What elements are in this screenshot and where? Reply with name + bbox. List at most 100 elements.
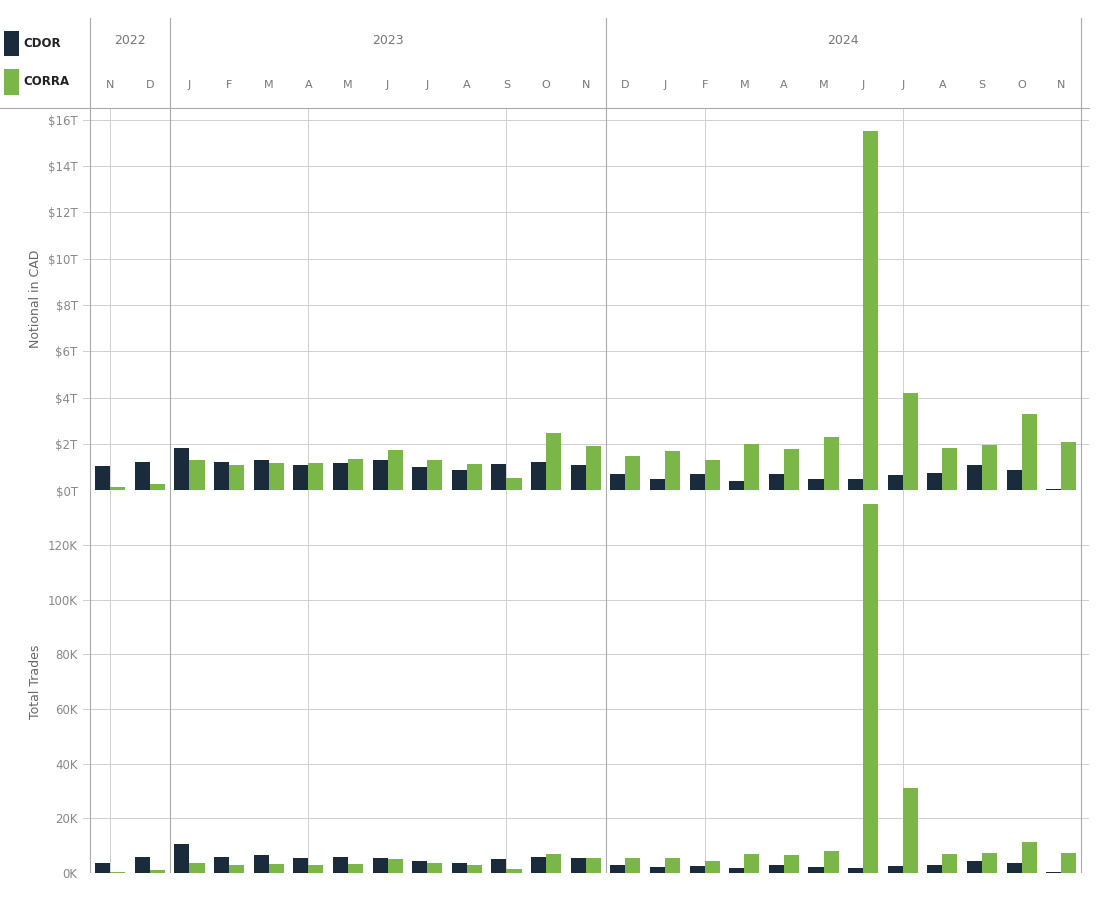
FancyBboxPatch shape [4,31,19,56]
Text: CORRA: CORRA [23,76,69,88]
Bar [967,860,982,873]
Bar [387,450,403,491]
Bar [427,461,442,491]
Bar [175,447,189,491]
Bar [967,465,982,491]
Bar [546,433,561,490]
Text: N: N [582,80,590,91]
Bar [427,863,442,873]
Text: 2024: 2024 [827,34,859,47]
Text: 2022: 2022 [114,34,146,47]
Bar [784,449,799,491]
Bar [268,864,284,873]
Bar [824,851,838,873]
Bar [452,863,466,873]
Bar [943,447,957,491]
Text: M: M [343,80,353,91]
Text: A: A [780,80,788,91]
Bar [1022,842,1036,873]
Bar [626,858,640,873]
Bar [864,131,878,490]
Bar [308,866,323,873]
Text: N: N [1057,80,1066,91]
Bar [690,474,705,490]
Bar [571,858,586,873]
Bar [1022,414,1036,490]
Bar [585,858,601,873]
Bar [903,788,917,873]
Bar [387,860,403,873]
Bar [927,866,943,873]
Bar [110,487,125,491]
Bar [729,868,745,873]
Bar [308,463,323,491]
Bar [333,463,348,491]
Text: J: J [663,80,667,91]
Text: A: A [938,80,946,91]
Y-axis label: Total Trades: Total Trades [29,644,42,719]
Text: J: J [426,80,429,91]
Text: J: J [188,80,191,91]
Bar [492,464,506,490]
Bar [135,857,150,873]
Bar [982,852,997,873]
Bar [333,857,348,873]
Bar [690,866,705,873]
Text: 2023: 2023 [372,34,404,47]
Text: O: O [541,80,550,91]
Bar [189,863,205,873]
Bar [254,461,268,491]
Bar [745,444,759,490]
Bar [506,478,521,491]
Bar [229,866,244,873]
Bar [150,483,165,490]
Bar [96,466,110,490]
Text: F: F [226,80,232,91]
Bar [294,465,308,491]
Bar [150,869,165,873]
Bar [610,865,626,873]
Bar [229,465,244,491]
Text: D: D [145,80,154,91]
Bar [1062,442,1076,490]
Text: D: D [621,80,629,91]
Bar [214,462,229,490]
Text: S: S [503,80,510,91]
Text: M: M [818,80,828,91]
Text: S: S [978,80,986,91]
Bar [506,868,521,873]
Bar [824,437,838,490]
Bar [531,462,546,490]
Text: CDOR: CDOR [23,37,61,50]
Bar [412,860,427,873]
Bar [546,854,561,873]
Bar [96,863,110,873]
Text: M: M [739,80,749,91]
Text: F: F [702,80,707,91]
Text: J: J [861,80,865,91]
Bar [705,461,719,491]
Bar [175,844,189,873]
Bar [294,858,308,873]
Bar [848,868,864,873]
Bar [650,479,666,490]
Bar [888,866,903,873]
Bar [808,479,824,490]
Text: A: A [463,80,471,91]
Bar [903,393,917,491]
Bar [412,467,427,491]
Bar [214,857,229,873]
Bar [466,866,482,873]
Bar [348,864,363,873]
Bar [650,867,666,873]
Bar [1006,470,1022,490]
Bar [1006,862,1022,873]
Bar [705,860,719,873]
Bar [666,858,680,873]
Bar [268,463,284,491]
Text: J: J [901,80,904,91]
Text: O: O [1018,80,1026,91]
Bar [254,855,268,873]
Bar [585,446,601,490]
Bar [864,504,878,873]
